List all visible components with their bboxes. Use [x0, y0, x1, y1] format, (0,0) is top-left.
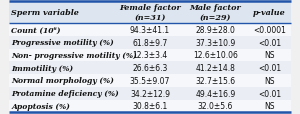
Bar — [9, 2, 117, 24]
Text: 32.7±15.6: 32.7±15.6 — [195, 76, 236, 85]
Text: Female factor
(n=31): Female factor (n=31) — [119, 4, 181, 22]
Bar — [117, 24, 183, 37]
Bar — [9, 87, 117, 100]
Bar — [183, 24, 248, 37]
Bar — [117, 87, 183, 100]
Bar — [248, 49, 291, 62]
Text: 28.9±28.0: 28.9±28.0 — [195, 26, 235, 35]
Text: 35.5±9.07: 35.5±9.07 — [130, 76, 170, 85]
Text: Male factor
(n=29): Male factor (n=29) — [189, 4, 241, 22]
Bar — [248, 37, 291, 49]
Text: Normal morphology (%): Normal morphology (%) — [11, 77, 114, 85]
Text: p-value: p-value — [253, 9, 286, 17]
Bar — [248, 62, 291, 74]
Text: Count (10⁶): Count (10⁶) — [11, 26, 61, 34]
Bar — [9, 37, 117, 49]
Bar — [248, 74, 291, 87]
Bar — [117, 37, 183, 49]
Bar — [9, 74, 117, 87]
Bar — [248, 87, 291, 100]
Text: 32.0±5.6: 32.0±5.6 — [198, 102, 233, 110]
Text: 37.3±10.9: 37.3±10.9 — [195, 38, 236, 47]
Bar — [183, 74, 248, 87]
Text: Apoptosis (%): Apoptosis (%) — [11, 102, 70, 110]
Bar — [183, 2, 248, 24]
Text: <0.01: <0.01 — [258, 64, 281, 73]
Text: NS: NS — [264, 76, 275, 85]
Bar — [183, 37, 248, 49]
Text: Progressive motility (%): Progressive motility (%) — [11, 39, 114, 47]
Text: 12.6±10.06: 12.6±10.06 — [193, 51, 238, 60]
Bar — [9, 24, 117, 37]
Text: 34.2±12.9: 34.2±12.9 — [130, 89, 170, 98]
Bar — [9, 49, 117, 62]
Bar — [117, 74, 183, 87]
Text: 49.4±16.9: 49.4±16.9 — [195, 89, 236, 98]
Bar — [183, 87, 248, 100]
Text: 41.2±14.8: 41.2±14.8 — [195, 64, 235, 73]
Bar — [248, 2, 291, 24]
Bar — [9, 62, 117, 74]
Text: <0.01: <0.01 — [258, 38, 281, 47]
Text: Immotility (%): Immotility (%) — [11, 64, 74, 72]
Text: Protamine deficiency (%): Protamine deficiency (%) — [11, 89, 119, 97]
Text: NS: NS — [264, 102, 275, 110]
Bar — [248, 24, 291, 37]
Text: 12.3±3.4: 12.3±3.4 — [132, 51, 168, 60]
Text: <0.01: <0.01 — [258, 89, 281, 98]
Bar — [117, 100, 183, 112]
Text: NS: NS — [264, 51, 275, 60]
Bar — [9, 100, 117, 112]
Text: 30.8±6.1: 30.8±6.1 — [132, 102, 168, 110]
Bar — [183, 49, 248, 62]
Text: Sperm variable: Sperm variable — [11, 9, 79, 17]
Text: <0.0001: <0.0001 — [253, 26, 286, 35]
Bar — [117, 49, 183, 62]
Bar — [117, 62, 183, 74]
Bar — [183, 62, 248, 74]
Bar — [117, 2, 183, 24]
Text: 61.8±9.7: 61.8±9.7 — [132, 38, 168, 47]
Bar — [248, 100, 291, 112]
Text: 94.3±41.1: 94.3±41.1 — [130, 26, 170, 35]
Text: Non- progressive motility (%): Non- progressive motility (%) — [11, 52, 137, 60]
Text: 26.6±6.3: 26.6±6.3 — [132, 64, 168, 73]
Bar — [183, 100, 248, 112]
